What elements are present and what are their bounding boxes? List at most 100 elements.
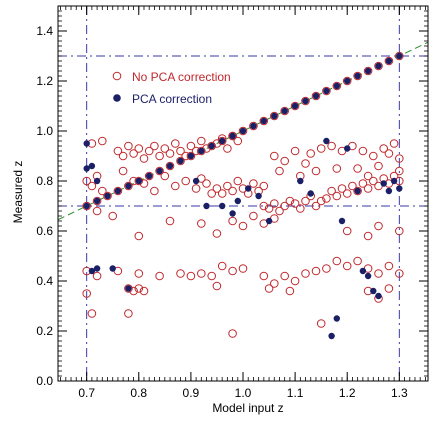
data-point-no-pca	[395, 269, 404, 278]
data-point-no-pca	[332, 164, 342, 173]
series-pca	[83, 52, 403, 340]
data-point-no-pca	[134, 284, 144, 293]
data-point-pca	[114, 187, 122, 195]
data-point-no-pca	[374, 61, 383, 71]
data-point-pca	[255, 192, 262, 200]
data-point-no-pca	[92, 196, 102, 206]
data-point-no-pca	[259, 201, 269, 211]
legend: No PCA correction PCA correction	[112, 70, 231, 106]
legend-label-no-pca: No PCA correction	[132, 70, 231, 84]
data-point-no-pca	[369, 176, 378, 186]
data-point-pca	[229, 132, 236, 140]
data-point-no-pca	[389, 139, 399, 148]
data-point-no-pca	[353, 186, 362, 196]
data-point-no-pca	[296, 204, 305, 213]
data-point-no-pca	[275, 166, 284, 176]
data-point-no-pca	[155, 151, 164, 161]
data-point-no-pca	[316, 196, 326, 206]
data-point-no-pca	[249, 211, 258, 221]
data-point-no-pca	[176, 269, 185, 278]
data-point-no-pca	[270, 279, 279, 288]
data-point-no-pca	[342, 261, 352, 271]
data-point-pca	[192, 177, 200, 185]
data-point-no-pca	[228, 329, 237, 338]
data-point-pca	[354, 72, 361, 80]
data-point-no-pca	[134, 231, 144, 241]
data-point-no-pca	[207, 189, 216, 198]
data-point-no-pca	[139, 154, 149, 163]
data-point-no-pca	[290, 101, 300, 111]
data-point-pca	[83, 202, 90, 210]
data-point-no-pca	[118, 151, 128, 161]
data-point-pca	[354, 187, 361, 195]
data-point-no-pca	[311, 201, 321, 211]
data-point-no-pca	[98, 136, 107, 146]
data-point-no-pca	[306, 149, 316, 158]
data-point-no-pca	[124, 141, 133, 151]
data-point-pca	[333, 315, 340, 322]
data-point-no-pca	[353, 256, 362, 266]
data-point-no-pca	[259, 181, 269, 191]
data-point-pca	[198, 147, 205, 155]
data-point-pca	[385, 187, 393, 195]
data-point-no-pca	[301, 96, 310, 106]
data-point-no-pca	[191, 184, 201, 193]
data-point-no-pca	[285, 286, 295, 296]
data-point-pca	[323, 137, 330, 145]
data-point-pca	[323, 87, 330, 95]
data-point-no-pca	[249, 179, 258, 188]
data-point-no-pca	[259, 116, 269, 126]
y-tick-label: 1.2	[36, 74, 53, 88]
data-point-no-pca	[144, 171, 154, 181]
data-point-pca	[219, 202, 226, 210]
data-point-no-pca	[92, 271, 102, 281]
x-tick-label: 0.9	[183, 386, 200, 400]
data-point-no-pca	[197, 219, 206, 228]
data-point-no-pca	[395, 154, 404, 163]
data-point-no-pca	[228, 216, 237, 226]
data-point-pca	[177, 157, 184, 165]
data-point-pca	[93, 197, 101, 205]
data-point-no-pca	[280, 156, 290, 166]
data-point-pca	[260, 117, 267, 125]
data-point-no-pca	[186, 141, 196, 151]
data-point-no-pca	[275, 206, 284, 216]
data-point-no-pca	[160, 144, 170, 153]
data-point-no-pca	[327, 141, 336, 151]
data-point-no-pca	[82, 176, 91, 186]
data-point-no-pca	[384, 149, 394, 158]
data-point-no-pca	[171, 181, 180, 191]
data-point-no-pca	[327, 186, 336, 196]
data-point-no-pca	[165, 216, 175, 226]
data-point-no-pca	[363, 171, 373, 181]
data-point-no-pca	[332, 191, 342, 201]
data-point-no-pca	[285, 196, 295, 206]
data-point-no-pca	[238, 126, 248, 136]
data-point-no-pca	[223, 144, 232, 153]
data-point-no-pca	[358, 179, 368, 188]
data-point-no-pca	[212, 184, 222, 193]
x-tick-label: 1.0	[235, 386, 252, 400]
x-tick-label: 0.8	[130, 386, 147, 400]
data-point-no-pca	[363, 231, 373, 241]
data-point-no-pca	[217, 261, 227, 271]
data-point-no-pca	[92, 206, 102, 216]
data-point-no-pca	[113, 186, 123, 196]
data-point-no-pca	[301, 269, 310, 278]
data-point-pca	[396, 52, 403, 60]
data-point-no-pca	[207, 141, 216, 151]
data-point-no-pca	[264, 204, 274, 213]
data-point-no-pca	[233, 176, 243, 186]
data-point-no-pca	[113, 146, 123, 156]
data-point-no-pca	[342, 226, 352, 236]
data-point-no-pca	[363, 184, 373, 193]
x-tick-label: 1.1	[287, 386, 304, 400]
data-point-no-pca	[311, 91, 321, 101]
data-point-pca	[239, 127, 247, 135]
data-point-no-pca	[217, 189, 227, 198]
data-point-no-pca	[82, 201, 91, 211]
data-point-pca	[83, 165, 90, 172]
data-point-pca	[219, 137, 226, 145]
data-point-pca	[396, 185, 403, 192]
